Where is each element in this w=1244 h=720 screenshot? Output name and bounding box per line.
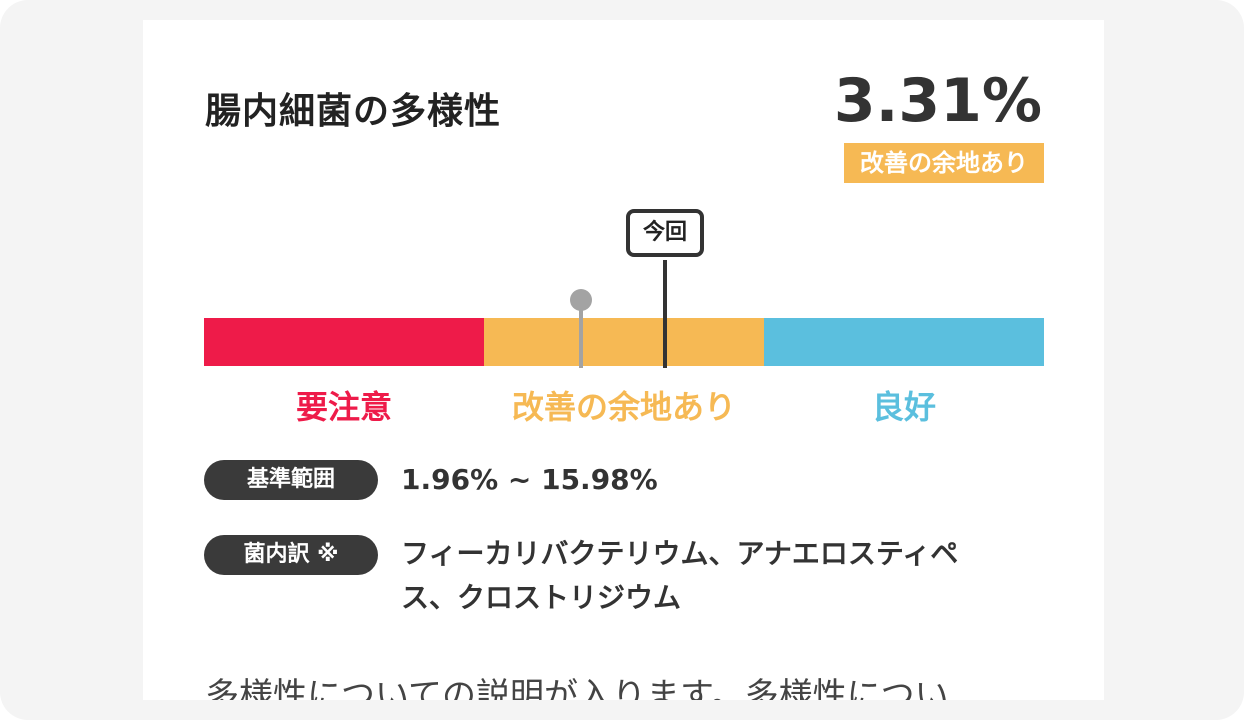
score-value: 3.31%: [833, 66, 1042, 136]
previous-marker-dot: [570, 289, 592, 311]
scale-segment-good: [764, 318, 1044, 366]
status-badge: 改善の余地あり: [844, 143, 1044, 183]
breakdown-pill: 菌内訳 ※: [204, 535, 378, 575]
card-title: 腸内細菌の多様性: [205, 91, 502, 132]
zone-label-good: 良好: [871, 388, 936, 426]
score-scale-bar: [204, 318, 1044, 366]
current-marker-line: [663, 260, 667, 368]
current-marker-label: 今回: [626, 209, 704, 257]
description-text: 多様性についての説明が入ります。多様性につい: [205, 676, 949, 700]
scale-segment-caution: [204, 318, 484, 366]
previous-marker-line: [579, 306, 583, 368]
zone-label-caution: 要注意: [295, 388, 392, 426]
breakdown-value: フィーカリバクテリウム、アナエロスティペス、クロストリジウム: [401, 537, 959, 614]
reference-range-value: 1.96% ~ 15.98%: [401, 463, 658, 496]
diversity-card: 腸内細菌の多様性 3.31% 改善の余地あり 今回 要注意 改善の余地あり 良好…: [143, 20, 1104, 700]
scale-segment-improve: [484, 318, 764, 366]
zone-label-improve: 改善の余地あり: [511, 388, 736, 426]
reference-range-pill: 基準範囲: [204, 460, 378, 500]
